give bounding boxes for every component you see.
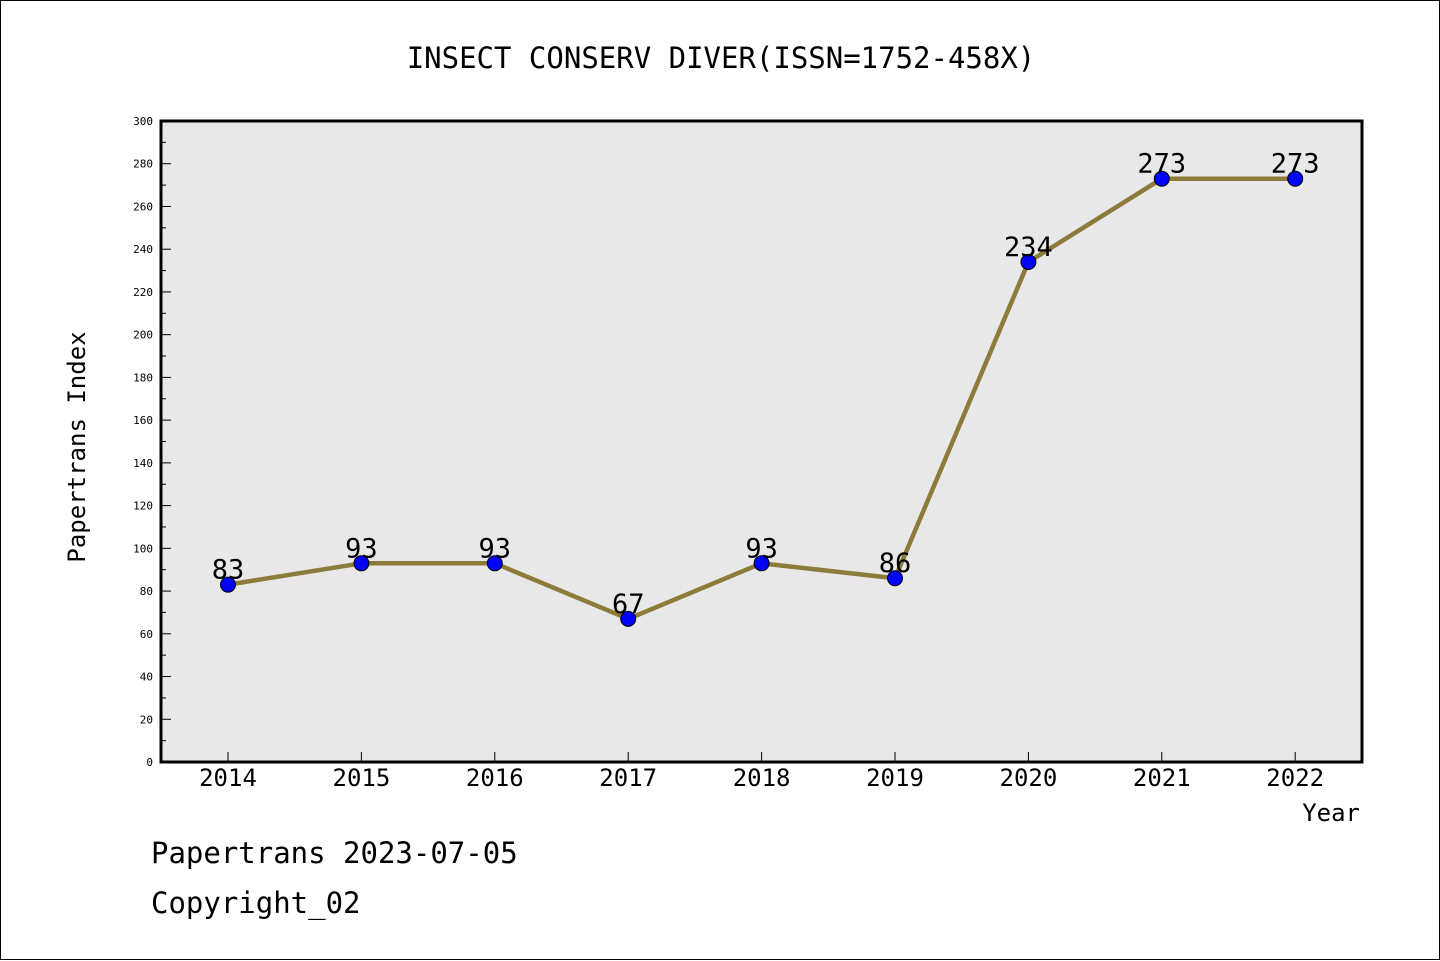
y-tick-label: 20 bbox=[140, 713, 153, 726]
y-tick-label: 240 bbox=[133, 243, 153, 256]
x-tick-label: 2016 bbox=[466, 764, 524, 792]
y-tick-label: 260 bbox=[133, 200, 153, 213]
data-point bbox=[1153, 170, 1170, 187]
footer-copyright: Copyright_02 bbox=[151, 886, 361, 920]
x-tick-label: 2021 bbox=[1133, 764, 1191, 792]
data-label: 67 bbox=[612, 589, 645, 620]
x-axis-label: Year bbox=[1302, 799, 1360, 827]
y-axis: 0 20 40 60 80 100 120 140 160 180 200 220 240 260 280 3… bbox=[133, 115, 171, 769]
y-tick-label: 0 bbox=[146, 756, 153, 769]
y-tick-label: 80 bbox=[140, 585, 153, 598]
data-label: 93 bbox=[479, 533, 512, 564]
x-tick-label: 2019 bbox=[866, 764, 924, 792]
x-tick-label: 2015 bbox=[333, 764, 391, 792]
plot-area bbox=[159, 119, 1364, 764]
y-tick-label: 140 bbox=[133, 457, 153, 470]
y-tick-label: 180 bbox=[133, 371, 153, 384]
footer-date: Papertrans 2023-07-05 bbox=[151, 836, 518, 870]
data-label: 273 bbox=[1137, 149, 1186, 180]
y-tick-label: 300 bbox=[133, 115, 153, 128]
data-point bbox=[1020, 254, 1037, 271]
data-label: 83 bbox=[212, 555, 245, 586]
y-tick-label: 280 bbox=[133, 158, 153, 171]
data-label: 86 bbox=[879, 548, 912, 579]
data-point bbox=[887, 570, 903, 587]
x-tick-label: 2018 bbox=[733, 764, 791, 792]
data-label: 273 bbox=[1271, 149, 1320, 180]
y-tick-label: 160 bbox=[133, 414, 153, 427]
x-axis: 2014 2015 2016 2017 2018 2019 2020 2021 2022 bbox=[199, 752, 1324, 792]
y-tick-label: 120 bbox=[133, 500, 153, 513]
data-point bbox=[753, 555, 770, 572]
y-tick-label: 60 bbox=[140, 628, 153, 641]
data-label: 93 bbox=[745, 533, 778, 564]
x-tick-label: 2022 bbox=[1266, 764, 1324, 792]
x-tick-label: 2014 bbox=[199, 764, 257, 792]
data-point bbox=[1287, 170, 1304, 187]
data-label: 234 bbox=[1004, 232, 1053, 263]
y-tick-label: 100 bbox=[133, 542, 153, 555]
y-tick-label: 220 bbox=[133, 286, 153, 299]
y-tick-label: 40 bbox=[140, 671, 153, 684]
x-tick-label: 2020 bbox=[1000, 764, 1058, 792]
data-point bbox=[620, 610, 637, 627]
y-axis-label: Papertrans Index bbox=[63, 331, 91, 562]
x-tick-label: 2017 bbox=[599, 764, 657, 792]
data-label: 93 bbox=[345, 533, 378, 564]
data-point bbox=[220, 576, 236, 593]
data-point bbox=[486, 555, 503, 572]
series-layer: 83 93 93 67 93 86 234 273 273 bbox=[212, 149, 1320, 627]
chart-title: INSECT CONSERV DIVER(ISSN=1752-458X) bbox=[407, 41, 1036, 75]
y-tick-label: 200 bbox=[133, 329, 153, 342]
data-point bbox=[353, 555, 370, 572]
